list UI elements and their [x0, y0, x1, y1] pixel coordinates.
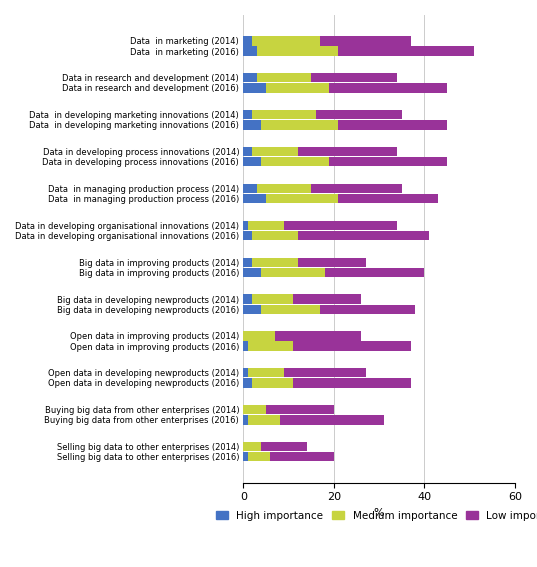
Bar	[262, 157, 329, 166]
Bar	[243, 405, 266, 414]
Bar	[271, 452, 334, 462]
Bar	[338, 46, 474, 56]
Bar	[311, 73, 397, 82]
Bar	[243, 341, 248, 351]
Bar	[338, 120, 447, 129]
Bar	[248, 341, 293, 351]
Bar	[262, 120, 338, 129]
Bar	[325, 268, 424, 277]
Bar	[243, 231, 252, 240]
Bar	[262, 268, 325, 277]
Bar	[280, 415, 383, 425]
Bar	[243, 194, 266, 203]
Bar	[293, 341, 411, 351]
Bar	[243, 452, 248, 462]
Bar	[248, 452, 271, 462]
Bar	[252, 378, 293, 388]
Bar	[243, 304, 262, 314]
Bar	[248, 221, 284, 230]
Bar	[311, 184, 402, 193]
Bar	[297, 147, 397, 156]
Bar	[252, 110, 316, 120]
Bar	[243, 73, 257, 82]
Bar	[329, 157, 447, 166]
X-axis label: %: %	[374, 508, 384, 518]
Bar	[338, 194, 438, 203]
Bar	[329, 83, 447, 92]
Bar	[248, 415, 280, 425]
Bar	[252, 147, 297, 156]
Bar	[243, 120, 262, 129]
Bar	[243, 221, 248, 230]
Bar	[252, 257, 297, 267]
Bar	[320, 304, 416, 314]
Bar	[243, 442, 262, 451]
Bar	[266, 405, 334, 414]
Bar	[243, 184, 257, 193]
Bar	[243, 110, 252, 120]
Bar	[316, 110, 402, 120]
Bar	[252, 36, 320, 45]
Bar	[243, 331, 275, 341]
Bar	[243, 257, 252, 267]
Bar	[266, 83, 329, 92]
Bar	[243, 46, 257, 56]
Bar	[257, 184, 311, 193]
Bar	[284, 221, 397, 230]
Bar	[243, 415, 248, 425]
Bar	[293, 294, 361, 304]
Bar	[266, 194, 338, 203]
Bar	[243, 36, 252, 45]
Bar	[320, 36, 411, 45]
Bar	[262, 304, 320, 314]
Legend: High importance, Medium importance, Low importance: High importance, Medium importance, Low …	[212, 506, 537, 525]
Bar	[257, 46, 338, 56]
Bar	[248, 368, 284, 378]
Bar	[262, 442, 307, 451]
Bar	[243, 294, 252, 304]
Bar	[243, 378, 252, 388]
Bar	[252, 231, 297, 240]
Bar	[243, 157, 262, 166]
Bar	[297, 257, 366, 267]
Bar	[275, 331, 361, 341]
Bar	[243, 268, 262, 277]
Bar	[297, 231, 429, 240]
Bar	[243, 83, 266, 92]
Bar	[257, 73, 311, 82]
Bar	[293, 378, 411, 388]
Bar	[243, 368, 248, 378]
Bar	[243, 147, 252, 156]
Bar	[284, 368, 366, 378]
Bar	[252, 294, 293, 304]
